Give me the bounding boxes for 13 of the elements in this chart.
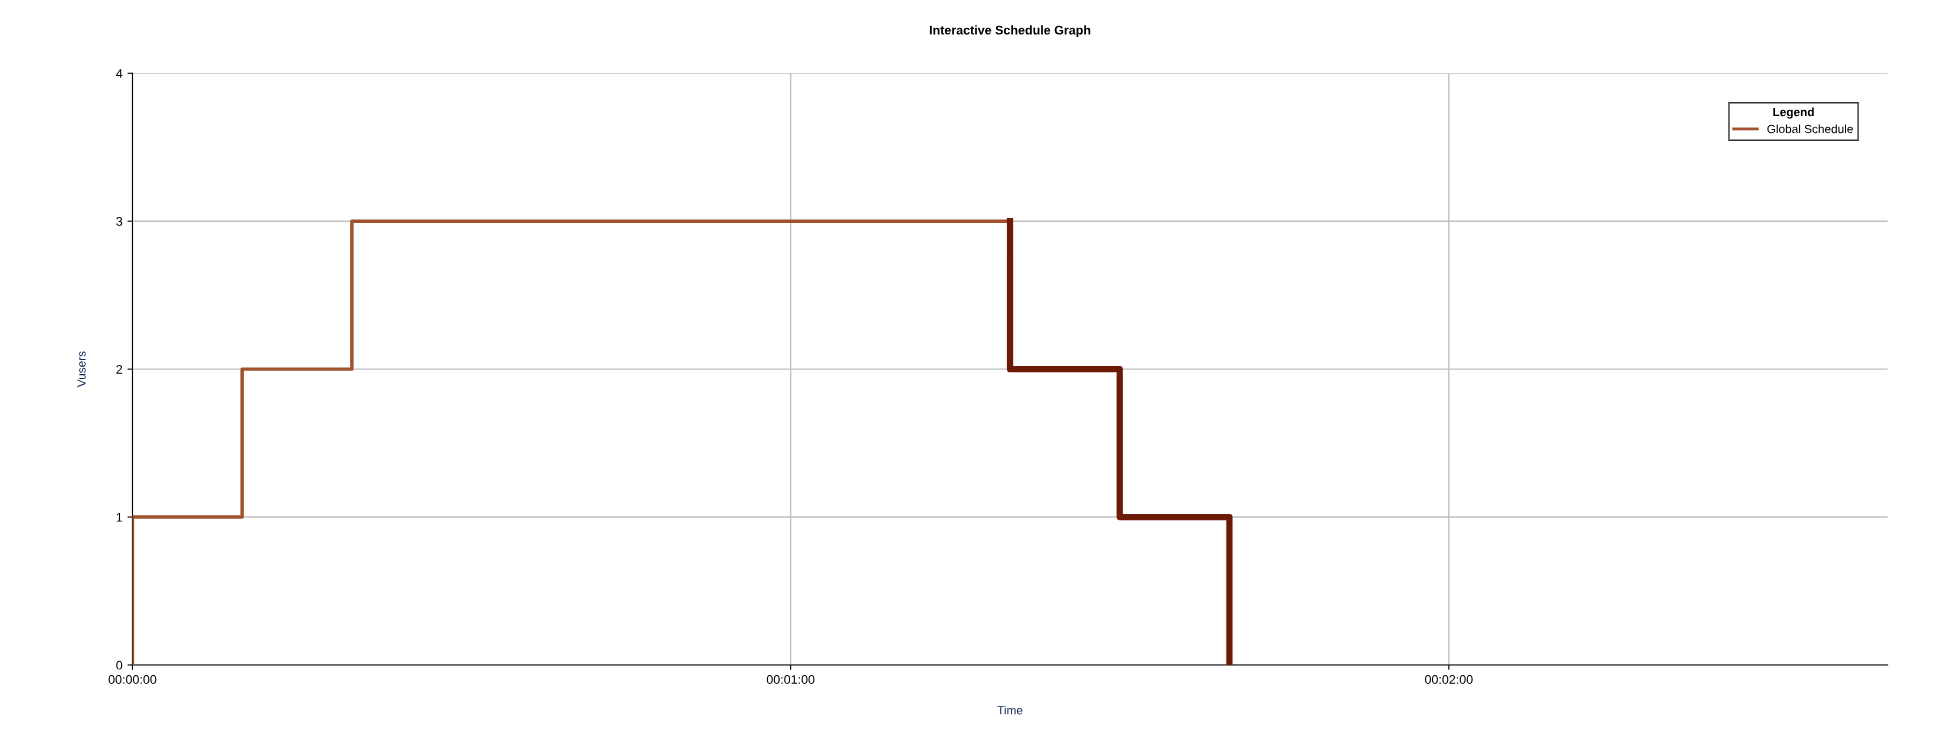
y-tick-label: 2 (116, 364, 123, 374)
legend-label: Global Schedule (1767, 124, 1853, 134)
chart-title: Interactive Schedule Graph (929, 25, 1091, 38)
y-tick-label: 1 (116, 512, 123, 522)
y-tick-label: 0 (116, 660, 123, 670)
x-tick-label: 00:00:00 (108, 675, 157, 684)
x-axis-title: Time (997, 705, 1023, 715)
y-tick-label: 4 (116, 69, 123, 78)
y-axis-title: Vusers (77, 351, 86, 388)
y-tick-label: 3 (116, 217, 123, 226)
x-tick-label: 00:02:00 (1424, 675, 1473, 684)
x-tick-label: 00:01:00 (766, 675, 815, 684)
legend-title: Legend (1773, 107, 1814, 119)
